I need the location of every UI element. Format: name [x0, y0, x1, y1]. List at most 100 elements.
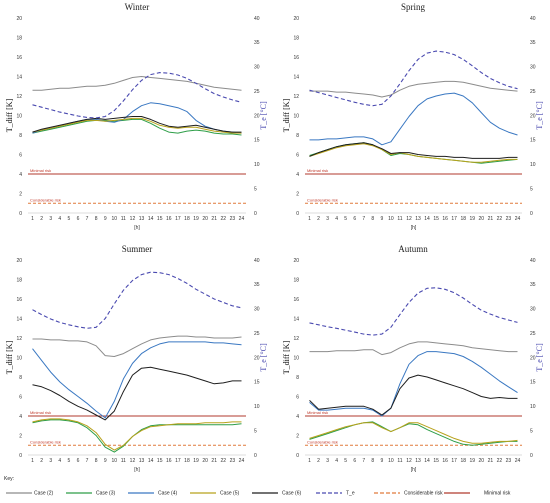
x-tick-label: 1: [308, 216, 311, 222]
y-tick-label: 14: [293, 316, 299, 322]
legend-item: Case (6): [252, 491, 302, 497]
y-tick-label: 10: [16, 355, 22, 361]
x-tick-label: 2: [40, 458, 43, 464]
y-axis-label: T_diff [K]: [5, 98, 14, 132]
x-axis-label: [h]: [134, 225, 140, 231]
y-tick-label: 8: [296, 375, 299, 381]
y-tick-label: 4: [296, 414, 299, 420]
x-tick-label: 23: [506, 458, 512, 464]
x-tick-label: 10: [112, 216, 118, 222]
x-tick-label: 23: [506, 216, 512, 222]
legend-label: Case (4): [158, 491, 178, 497]
x-tick-label: 3: [326, 458, 329, 464]
y-right-tick-label: 20: [530, 113, 536, 119]
chart-panel-winter: Winter0246810121416182005101520253035401…: [5, 2, 268, 231]
y-right-tick-label: 35: [254, 282, 260, 288]
x-tick-label: 1: [31, 216, 34, 222]
x-tick-label: 24: [515, 216, 521, 222]
series-line-case6: [309, 374, 518, 416]
y-tick-label: 2: [296, 433, 299, 439]
legend-item: T_e: [316, 491, 355, 497]
y-tick-label: 2: [19, 433, 22, 439]
legend-item: Case (2): [6, 491, 54, 497]
x-tick-label: 13: [139, 216, 145, 222]
panel-title: Winter: [125, 2, 150, 12]
y-right-tick-label: 5: [254, 186, 257, 192]
series-line-case4: [32, 341, 242, 419]
x-tick-label: 15: [157, 458, 163, 464]
y-tick-label: 0: [296, 211, 299, 217]
y-right-tick-label: 40: [254, 258, 260, 264]
x-tick-label: 24: [239, 216, 245, 222]
x-tick-label: 9: [380, 216, 383, 222]
x-tick-label: 4: [335, 458, 338, 464]
x-tick-label: 21: [488, 216, 494, 222]
x-tick-label: 2: [40, 216, 43, 222]
x-tick-label: 14: [148, 458, 154, 464]
series-line-case4: [309, 92, 518, 146]
y-axis-label: T_diff [K]: [282, 98, 291, 132]
y-tick-label: 6: [19, 394, 22, 400]
series-line-case2: [309, 80, 518, 98]
y-right-tick-label: 5: [530, 428, 533, 434]
y-tick-label: 8: [19, 133, 22, 139]
y-right-tick-label: 40: [530, 258, 536, 264]
y-tick-label: 14: [293, 74, 299, 80]
series-line-case2: [32, 335, 242, 357]
x-tick-label: 12: [130, 458, 136, 464]
legend-label: Case (2): [34, 491, 54, 497]
x-tick-label: 8: [95, 216, 98, 222]
legend-label: Considerable risk: [404, 491, 443, 497]
x-tick-label: 23: [230, 216, 236, 222]
key-label: Key:: [4, 476, 14, 482]
threshold-label: Considerable risk: [30, 197, 61, 202]
y-tick-label: 4: [296, 172, 299, 178]
y-tick-label: 8: [19, 375, 22, 381]
y-right-tick-label: 35: [530, 40, 536, 46]
y-tick-label: 16: [16, 297, 22, 303]
x-tick-label: 15: [433, 216, 439, 222]
x-tick-label: 11: [121, 458, 126, 464]
x-tick-label: 11: [397, 216, 402, 222]
x-tick-label: 14: [424, 216, 430, 222]
y-tick-label: 8: [296, 133, 299, 139]
y-right-tick-label: 25: [254, 331, 260, 337]
y-tick-label: 20: [16, 16, 22, 22]
x-tick-label: 14: [424, 458, 430, 464]
y-tick-label: 12: [293, 336, 299, 342]
y-right-axis-label: T_e [°C]: [259, 101, 268, 130]
y-tick-label: 0: [296, 453, 299, 459]
series-line-case4: [309, 351, 518, 417]
threshold-label: Minimal risk: [30, 168, 51, 173]
x-tick-label: 24: [239, 458, 245, 464]
threshold-label: Minimal risk: [30, 410, 51, 415]
y-tick-label: 12: [16, 94, 22, 100]
x-tick-label: 19: [193, 216, 199, 222]
x-tick-label: 3: [49, 458, 52, 464]
x-tick-label: 7: [362, 216, 365, 222]
y-right-tick-label: 30: [254, 307, 260, 313]
x-tick-label: 3: [326, 216, 329, 222]
threshold-label: Considerable risk: [307, 439, 338, 444]
y-right-tick-label: 30: [530, 65, 536, 71]
y-right-tick-label: 20: [530, 355, 536, 361]
y-tick-label: 10: [16, 113, 22, 119]
x-tick-label: 24: [515, 458, 521, 464]
y-right-tick-label: 5: [254, 428, 257, 434]
y-right-tick-label: 40: [530, 16, 536, 22]
chart-panel-spring: Spring0246810121416182005101520253035401…: [282, 2, 544, 231]
x-tick-label: 13: [415, 458, 421, 464]
y-right-tick-label: 35: [530, 282, 536, 288]
x-tick-label: 13: [415, 216, 421, 222]
series-line-case3: [309, 421, 518, 446]
x-tick-label: 13: [139, 458, 145, 464]
y-tick-label: 20: [293, 16, 299, 22]
x-tick-label: 18: [460, 216, 466, 222]
x-tick-label: 11: [121, 216, 126, 222]
y-right-tick-label: 0: [530, 211, 533, 217]
y-right-tick-label: 15: [254, 138, 260, 144]
x-tick-label: 4: [335, 216, 338, 222]
series-line-case6: [309, 142, 518, 159]
y-right-tick-label: 5: [530, 186, 533, 192]
